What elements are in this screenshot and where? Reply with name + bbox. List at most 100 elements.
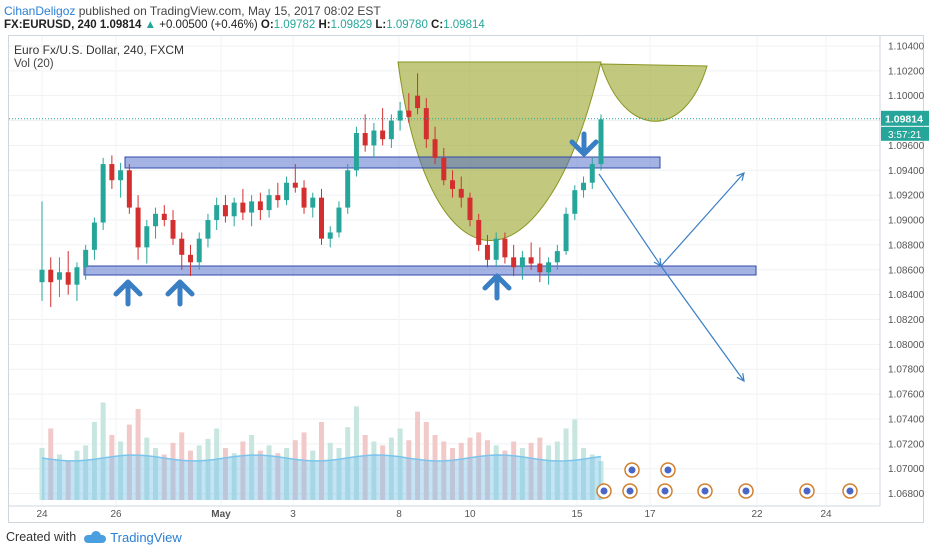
flag-event-icon-inner [803, 487, 811, 495]
candle-body [266, 195, 272, 211]
volume-ma-area [42, 455, 601, 500]
candle-body [537, 263, 543, 273]
y-tick-label: 1.08000 [888, 340, 925, 351]
candle-body [257, 201, 263, 211]
candle-body [432, 139, 438, 158]
candle-body [511, 257, 517, 268]
flag-event-icon-inner [661, 487, 669, 495]
volume-bar [257, 450, 263, 500]
y-tick-label: 1.09400 [888, 166, 925, 177]
volume-bar [231, 453, 237, 500]
candle-body [39, 269, 45, 283]
volume-bar [310, 450, 316, 500]
volume-bar [432, 435, 438, 500]
volume-bar [222, 448, 228, 500]
candle-body [546, 262, 552, 273]
candle-body [397, 110, 403, 121]
candle-body [362, 132, 368, 146]
candle-body [467, 197, 473, 221]
volume-bar [301, 432, 307, 500]
candle-body [519, 257, 525, 268]
candle-body [222, 205, 228, 217]
candle-body [589, 164, 595, 183]
author-link[interactable]: CihanDeligoz [4, 4, 76, 18]
candle-body [74, 267, 80, 285]
open-label: O: [260, 19, 274, 31]
x-tick-label: 17 [644, 509, 656, 520]
volume-bar [327, 442, 333, 500]
open-value: 1.09782 [273, 19, 316, 31]
y-tick-label: 1.07400 [888, 414, 925, 425]
y-tick-label: 1.08800 [888, 240, 925, 251]
y-tick-label: 1.06800 [888, 489, 925, 500]
volume-bar [91, 422, 97, 500]
candle-body [48, 269, 54, 283]
volume-bar [458, 442, 464, 500]
volume-bar [371, 441, 377, 500]
tradingview-brand[interactable]: TradingView [84, 530, 182, 545]
candle-body [118, 170, 124, 181]
flag-event-icon-inner [626, 487, 634, 495]
volume-bar [65, 461, 71, 500]
projection-arrow-down-long [660, 265, 745, 382]
last-price-badge [881, 110, 929, 126]
candle-body [345, 170, 351, 208]
candle-body [214, 205, 220, 221]
volume-bar [476, 432, 482, 500]
volume-bar [126, 424, 132, 500]
y-tick-label: 1.07800 [888, 365, 925, 376]
candle-body [493, 238, 499, 260]
volume-bar [170, 442, 176, 500]
candle-body [187, 254, 193, 263]
candle-body [284, 182, 290, 201]
volume-bar [511, 441, 517, 500]
candle-body [65, 272, 71, 285]
flag-event-icon-inner [846, 487, 854, 495]
volume-legend: Vol (20) [14, 58, 54, 70]
candle-body [484, 244, 490, 260]
volume-bar [74, 450, 80, 500]
price-chart[interactable]: 1.104001.102001.100001.098001.096001.094… [0, 0, 932, 524]
candle-body [406, 110, 412, 117]
candle-body [126, 170, 132, 208]
candle-body [388, 120, 394, 140]
volume-ma-line [41, 454, 602, 462]
volume-bar [284, 448, 290, 500]
volume-bar [581, 448, 587, 500]
volume-bar [39, 448, 45, 500]
volume-bar [266, 445, 272, 500]
volume-bar [345, 427, 351, 500]
countdown-badge [881, 126, 929, 141]
published-text: published on TradingView.com, May 15, 20… [78, 4, 381, 18]
y-tick-label: 1.09600 [888, 141, 925, 152]
volume-bar [589, 454, 595, 500]
volume-bar [205, 438, 211, 500]
volume-bar [353, 406, 359, 500]
candle-body [249, 201, 255, 213]
candle-body [301, 187, 307, 208]
candle-body [205, 220, 211, 239]
volume-bar [56, 454, 62, 500]
candle-body [144, 226, 150, 248]
y-tick-label: 1.09000 [888, 216, 925, 227]
volume-bar [528, 442, 534, 500]
flag-event-icon-inner [664, 466, 672, 474]
high-value: 1.09829 [330, 19, 373, 31]
volume-bar [48, 428, 54, 500]
candle-body [196, 238, 202, 263]
candle-body [135, 207, 141, 248]
price-change: +0.00500 (+0.46%) [159, 19, 258, 31]
flag-event-icon-inner [628, 466, 636, 474]
volume-bar [196, 445, 202, 500]
volume-bar [179, 432, 185, 500]
volume-bar [415, 411, 421, 500]
volume-bar [144, 437, 150, 500]
candle-body [336, 207, 342, 233]
projection-arrow-up-head [736, 172, 745, 181]
close-label: C: [431, 19, 444, 31]
last-price: 1.09814 [99, 19, 142, 31]
y-tick-label: 1.07200 [888, 439, 925, 450]
candle-body [476, 220, 482, 245]
candle-body [458, 188, 464, 198]
candle-body [327, 232, 333, 239]
